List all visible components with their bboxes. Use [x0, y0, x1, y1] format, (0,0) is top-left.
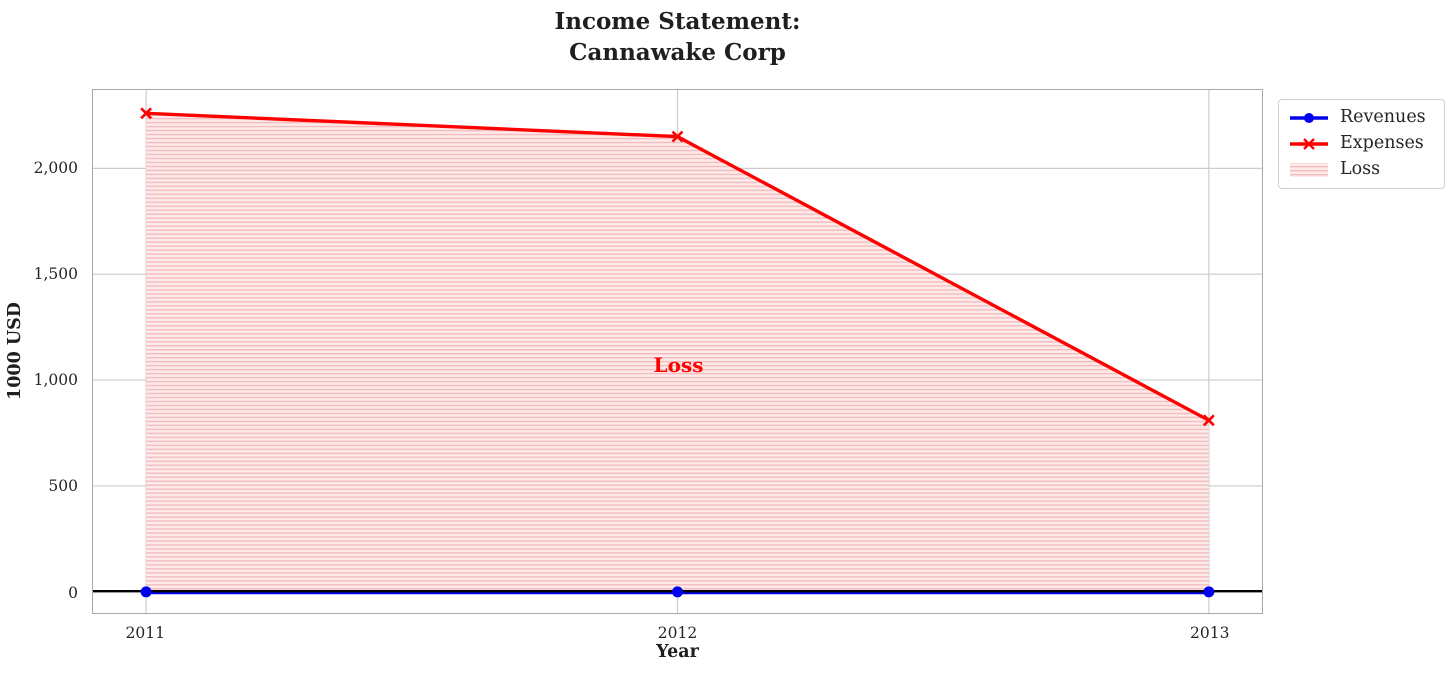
- legend-item-loss: Loss: [1289, 157, 1434, 183]
- legend-label-revenues: Revenues: [1340, 107, 1426, 128]
- y-tick-label: 500: [48, 477, 78, 496]
- loss-annotation: Loss: [653, 353, 704, 378]
- y-tick-label: 0: [68, 583, 78, 602]
- expenses-marker: [671, 130, 684, 143]
- x-axis-label: Year: [656, 642, 699, 662]
- y-tick-label: 1,500: [33, 264, 78, 283]
- expenses-marker: [140, 107, 153, 120]
- legend-label-expenses: Expenses: [1340, 133, 1424, 154]
- plot-canvas: [93, 90, 1262, 613]
- chart-title-line1: Income Statement:: [554, 8, 801, 35]
- chart-title: Income Statement: Cannawake Corp: [92, 6, 1263, 68]
- expenses-line-x-icon: [1289, 136, 1329, 152]
- expenses-marker: [1202, 414, 1215, 427]
- y-axis-label: 1000 USD: [5, 302, 25, 400]
- legend-item-expenses: Expenses: [1289, 131, 1434, 157]
- legend-item-revenues: Revenues: [1289, 105, 1434, 131]
- legend-label-loss: Loss: [1340, 159, 1381, 180]
- revenues-marker: [1203, 586, 1215, 598]
- revenues-marker: [140, 586, 152, 598]
- loss-fill-area: [146, 113, 1209, 592]
- x-tick-label: 2013: [1190, 624, 1230, 642]
- x-tick-label: 2011: [125, 624, 165, 642]
- x-tick-label: 2012: [657, 624, 698, 642]
- revenues-line-circle-icon: [1289, 110, 1329, 126]
- plot-area: Loss: [92, 89, 1263, 614]
- chart-title-line2: Cannawake Corp: [569, 39, 786, 66]
- loss-hatch-swatch-icon: [1289, 162, 1329, 178]
- revenues-marker: [672, 586, 683, 598]
- y-tick-label: 2,000: [33, 158, 78, 177]
- legend: Revenues Expenses Loss: [1278, 99, 1445, 189]
